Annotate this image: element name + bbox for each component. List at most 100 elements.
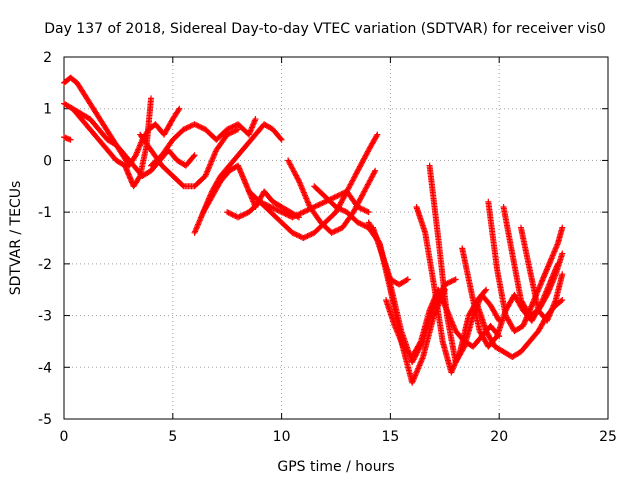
data-point <box>445 279 452 286</box>
data-point <box>176 105 183 112</box>
data-point <box>197 123 203 130</box>
data-point <box>404 276 411 283</box>
data-point <box>296 233 303 240</box>
data-point <box>403 277 410 284</box>
data-point <box>190 153 197 160</box>
data-point <box>224 126 231 133</box>
series-arc-21 <box>500 203 566 319</box>
data-point <box>182 125 189 132</box>
data-point <box>295 176 302 183</box>
data-point <box>339 207 346 214</box>
y-tick-label: 1 <box>43 102 52 118</box>
data-point <box>289 214 296 221</box>
data-point <box>559 271 566 278</box>
series-arc-18 <box>459 245 561 350</box>
data-points <box>61 74 566 386</box>
data-point <box>308 231 315 238</box>
data-point <box>362 207 369 214</box>
x-tick-label: 5 <box>168 429 177 445</box>
data-point <box>558 297 565 304</box>
data-point <box>293 212 300 219</box>
data-point <box>67 136 74 143</box>
data-point <box>335 205 342 212</box>
data-point <box>270 205 277 212</box>
data-point <box>188 122 195 129</box>
data-point <box>231 128 237 135</box>
data-point <box>225 209 232 216</box>
data-point <box>332 227 339 234</box>
axis-ticks: 0 5 10 15 20 25 -5 -4 -3 -2 -1 0 1 2 <box>38 50 617 445</box>
data-point <box>290 230 297 237</box>
data-point <box>365 209 372 216</box>
data-point <box>275 207 282 214</box>
data-point <box>301 234 308 241</box>
data-point <box>229 211 236 218</box>
x-tick-label: 15 <box>381 429 399 445</box>
data-point <box>360 222 367 229</box>
data-point <box>292 213 299 220</box>
data-point <box>312 203 319 210</box>
data-point <box>278 209 285 216</box>
x-tick-label: 0 <box>60 429 69 445</box>
data-point <box>232 127 239 134</box>
data-point <box>320 199 327 206</box>
data-point <box>294 232 301 239</box>
data-point <box>337 191 344 198</box>
data-point <box>304 207 311 214</box>
data-point <box>239 212 246 219</box>
data-point <box>228 129 235 136</box>
data-point <box>330 229 337 236</box>
data-point <box>447 278 454 285</box>
data-point <box>361 207 368 214</box>
data-point <box>278 136 285 143</box>
data-point <box>307 231 314 238</box>
data-point <box>199 125 206 132</box>
data-point <box>313 202 320 209</box>
series-arc-11 <box>285 157 379 236</box>
data-point <box>237 213 244 220</box>
data-point <box>285 212 292 219</box>
data-point <box>330 194 337 201</box>
data-point <box>192 121 199 128</box>
data-point <box>559 250 566 257</box>
data-point <box>240 211 247 218</box>
data-point <box>299 209 305 216</box>
data-point <box>279 209 286 216</box>
data-point <box>559 297 566 304</box>
x-tick-label: 10 <box>273 429 291 445</box>
data-point <box>303 233 310 240</box>
data-point <box>444 280 451 287</box>
data-point <box>334 227 341 234</box>
data-point <box>286 213 293 220</box>
data-point <box>236 213 243 220</box>
data-point <box>229 128 236 135</box>
data-point <box>148 95 155 102</box>
data-point <box>482 287 489 294</box>
data-point <box>186 123 193 130</box>
data-point <box>289 229 296 236</box>
data-point <box>305 232 312 239</box>
data-point <box>195 123 202 130</box>
data-point <box>179 182 186 189</box>
data-point <box>226 125 233 132</box>
data-point <box>198 124 205 131</box>
data-point <box>297 210 304 217</box>
data-point <box>373 132 380 139</box>
data-point <box>267 203 274 210</box>
data-point <box>277 135 284 142</box>
data-point <box>303 207 310 214</box>
data-point <box>338 206 345 213</box>
data-point <box>300 235 307 241</box>
data-point <box>231 212 237 219</box>
data-point <box>559 224 566 231</box>
data-point <box>269 204 276 211</box>
series-arc-5 <box>137 126 242 190</box>
data-point <box>334 204 341 211</box>
data-point <box>451 277 458 284</box>
x-tick-label: 20 <box>490 429 508 445</box>
data-point <box>252 116 259 123</box>
data-point <box>449 277 456 284</box>
data-point <box>282 211 289 218</box>
data-point <box>334 192 341 199</box>
data-point <box>372 167 379 174</box>
